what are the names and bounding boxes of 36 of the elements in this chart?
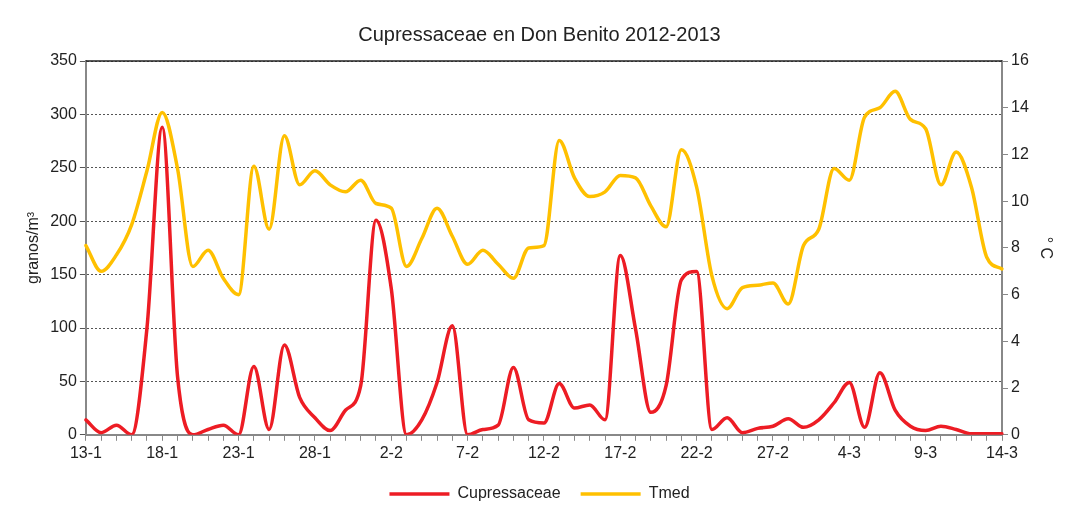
legend-label: Tmed: [648, 484, 690, 502]
y-axis-title: granos/m³: [24, 211, 42, 284]
x-tick-label: 13-1: [69, 443, 102, 461]
legend-label: Cupressaceae: [457, 484, 561, 502]
y-tick-label: 150: [50, 265, 77, 283]
y-tick-label: 200: [50, 211, 77, 229]
y2-tick-label: 8: [1011, 238, 1020, 256]
y2-tick-label: 12: [1011, 144, 1029, 162]
y-tick-label: 300: [50, 104, 77, 122]
x-tick-label: 9-3: [914, 443, 938, 461]
y-tick-label: 250: [50, 158, 77, 176]
y2-axis-title: ° C: [1037, 236, 1055, 260]
y2-tick-label: 6: [1011, 285, 1020, 303]
y2-tick-label: 0: [1011, 425, 1020, 443]
x-tick-label: 17-2: [604, 443, 637, 461]
x-tick-label: 12-2: [527, 443, 561, 461]
x-tick-label: 7-2: [456, 443, 480, 461]
x-tick-label: 18-1: [146, 443, 179, 461]
y2-tick-label: 14: [1011, 98, 1029, 116]
x-tick-label: 28-1: [298, 443, 332, 461]
line-series: [84, 89, 1004, 311]
x-tick-label: 2-2: [379, 443, 403, 461]
x-tick-label: 23-1: [222, 443, 255, 461]
y2-tick-label: 4: [1011, 331, 1020, 349]
x-tick-label: 14-3: [985, 443, 1019, 461]
y-tick-label: 350: [50, 51, 77, 69]
y2-tick-label: 16: [1011, 51, 1029, 69]
x-tick-label: 27-2: [756, 443, 790, 461]
x-tick-label: 4-3: [837, 443, 861, 461]
y2-tick-label: 10: [1011, 191, 1029, 209]
chart-title: Cupressaceae en Don Benito 2012-2013: [358, 22, 721, 45]
y2-tick-label: 2: [1011, 378, 1020, 396]
y-tick-label: 0: [67, 425, 77, 443]
x-tick-label: 22-2: [680, 443, 713, 461]
y-tick-label: 100: [50, 318, 77, 336]
y-tick-label: 50: [59, 371, 77, 389]
